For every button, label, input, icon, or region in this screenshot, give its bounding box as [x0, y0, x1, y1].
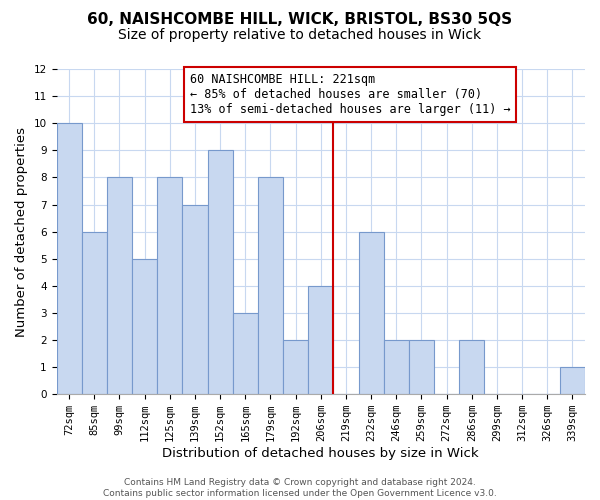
X-axis label: Distribution of detached houses by size in Wick: Distribution of detached houses by size …	[163, 447, 479, 460]
Text: 60 NAISHCOMBE HILL: 221sqm
← 85% of detached houses are smaller (70)
13% of semi: 60 NAISHCOMBE HILL: 221sqm ← 85% of deta…	[190, 73, 511, 116]
Text: Size of property relative to detached houses in Wick: Size of property relative to detached ho…	[118, 28, 482, 42]
Bar	[82, 232, 107, 394]
Bar	[132, 258, 157, 394]
Bar	[383, 340, 409, 394]
Bar	[359, 232, 383, 394]
Bar	[409, 340, 434, 394]
Bar	[157, 178, 182, 394]
Bar	[560, 367, 585, 394]
Bar	[208, 150, 233, 394]
Text: 60, NAISHCOMBE HILL, WICK, BRISTOL, BS30 5QS: 60, NAISHCOMBE HILL, WICK, BRISTOL, BS30…	[88, 12, 512, 28]
Bar	[182, 204, 208, 394]
Bar	[308, 286, 334, 394]
Bar	[107, 178, 132, 394]
Bar	[56, 123, 82, 394]
Bar	[459, 340, 484, 394]
Bar	[283, 340, 308, 394]
Text: Contains HM Land Registry data © Crown copyright and database right 2024.
Contai: Contains HM Land Registry data © Crown c…	[103, 478, 497, 498]
Bar	[233, 313, 258, 394]
Y-axis label: Number of detached properties: Number of detached properties	[15, 126, 28, 336]
Bar	[258, 178, 283, 394]
